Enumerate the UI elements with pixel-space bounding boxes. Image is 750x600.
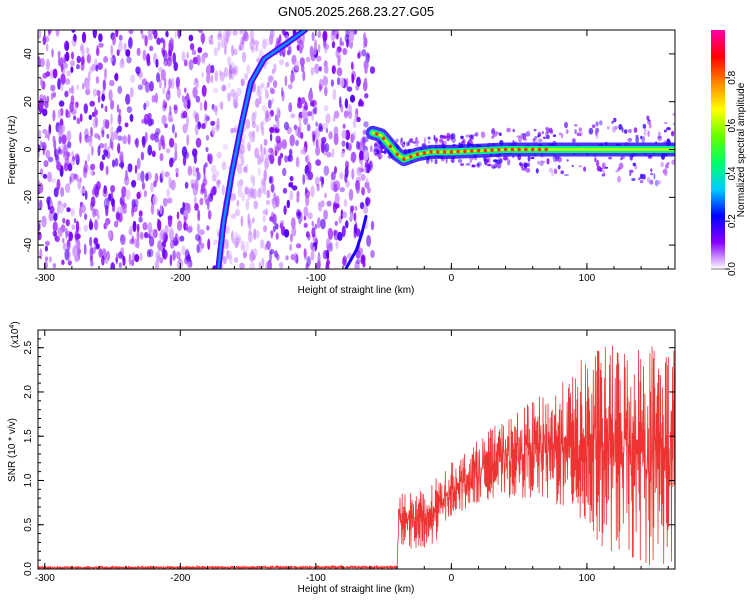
- snr-x-tick-label: -100: [306, 573, 326, 584]
- snr-x-tick-label: 100: [579, 573, 596, 584]
- spectrogram-panel: -300 -200 -100 0 100 40 20 0 -20 -40 Height of st…: [7, 29, 676, 296]
- snr-panel: -300 -200 -100 0 100 0.0 0.5 1.0 1.5 2.0 2.5 Heigh…: [7, 321, 676, 595]
- secondary-track: [344, 214, 368, 269]
- colorbar-gradient: [711, 30, 725, 269]
- diagonal-track: [217, 30, 307, 269]
- noise-texture: [38, 30, 376, 269]
- snr-axes: -300 -200 -100 0 100 0.0 0.5 1.0 1.5 2.0 2.5: [23, 330, 675, 584]
- snr-frame: [37, 329, 676, 570]
- snr-y-tick-label: 1.5: [23, 429, 34, 443]
- spectrogram-y-tick-label: -40: [23, 237, 34, 252]
- snr-scale-factor: (x104): [9, 321, 21, 348]
- colorbar-tick-label: 0.8: [727, 70, 738, 84]
- chart-title: GN05.2025.268.23.27.G05: [278, 4, 434, 19]
- spectrogram-x-tick-label: -300: [35, 273, 55, 284]
- spectrogram-y-tick-label: -20: [23, 190, 34, 205]
- spectrogram-plot-area: [38, 30, 675, 269]
- colorbar-tick-label: 0.0: [727, 262, 738, 276]
- snr-scale-label: (x104): [9, 321, 21, 348]
- snr-x-tick-label: -200: [170, 573, 190, 584]
- colorbar-tick-label: 0.4: [727, 166, 738, 180]
- snr-y-tick-label: 0.0: [23, 562, 34, 576]
- colorbar-axis: 0.0 0.2 0.4 0.6 0.8: [711, 70, 738, 276]
- spectrogram-x-tick-label: 0: [449, 273, 455, 284]
- spectrogram-x-tick-label: -100: [306, 273, 326, 284]
- snr-plot-area: [38, 345, 675, 569]
- spectrogram-axes: -300 -200 -100 0 100 40 20 0 -20 -40: [23, 29, 675, 284]
- spectrogram-y-tick-label: 0: [23, 146, 34, 152]
- spectrogram-x-axis-title: Height of straight line (km): [298, 285, 415, 296]
- colorbar-tick-label: 0.6: [727, 118, 738, 132]
- snr-x-tick-label: -300: [35, 573, 55, 584]
- snr-series-line: [38, 345, 675, 569]
- snr-x-axis-title: Height of straight line (km): [298, 584, 415, 595]
- snr-y-axis-title: SNR (10 * v/v): [7, 418, 18, 482]
- colorbar-tick-label: 0.2: [727, 214, 738, 228]
- spectrogram-y-axis-title: Frequency (Hz): [7, 116, 18, 185]
- snr-x-tick-label: 0: [449, 573, 455, 584]
- snr-y-tick-label: 2.0: [23, 385, 34, 399]
- snr-y-tick-label: 0.5: [23, 517, 34, 531]
- spectrogram-x-tick-label: 100: [579, 273, 596, 284]
- snr-y-tick-label: 1.0: [23, 473, 34, 487]
- main-track-peaks: [375, 132, 548, 161]
- spectrogram-x-tick-label: -200: [170, 273, 190, 284]
- snr-y-tick-label: 2.5: [23, 340, 34, 354]
- colorbar: 0.0 0.2 0.4 0.6 0.8 Normalized spectral ampl…: [711, 30, 747, 276]
- spectrogram-y-tick-label: 40: [23, 48, 34, 60]
- spectrogram-y-tick-label: 20: [23, 96, 34, 108]
- colorbar-label: Normalized spectral amplitude: [736, 82, 747, 217]
